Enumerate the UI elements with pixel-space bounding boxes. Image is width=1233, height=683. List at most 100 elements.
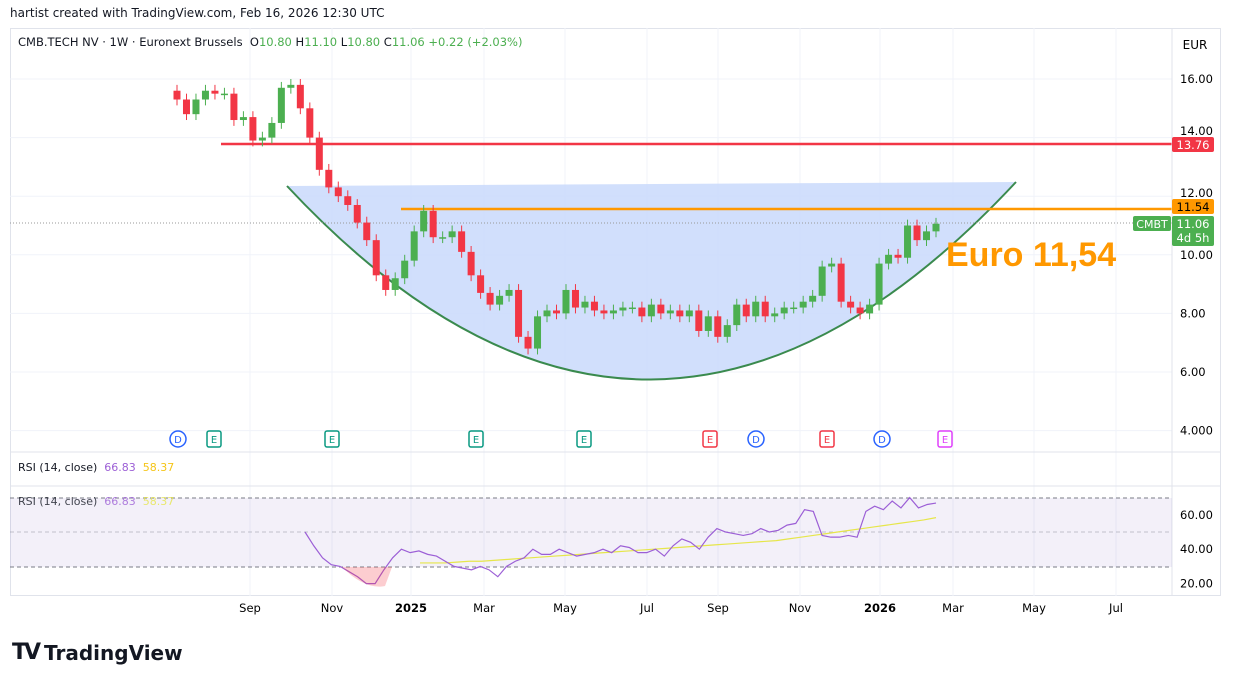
candle: [809, 295, 817, 302]
logo-text: TradingView: [44, 640, 183, 665]
event-letter: D: [878, 435, 886, 446]
candle: [173, 90, 181, 100]
symbol-legend[interactable]: CMB.TECH NV · 1W · Euronext Brussels O10…: [18, 35, 522, 49]
tradingview-logo[interactable]: TV TradingView: [12, 640, 183, 665]
event-marker-e[interactable]: E: [206, 430, 222, 448]
candle: [230, 93, 238, 121]
candle: [923, 231, 931, 241]
event-marker-e[interactable]: E: [819, 430, 835, 448]
candle: [723, 325, 731, 337]
open-label: O: [249, 35, 259, 49]
event-marker-e[interactable]: E: [468, 430, 484, 448]
earnings-icon: [324, 430, 340, 448]
event-marker-e[interactable]: E: [702, 430, 718, 448]
symbol-tag: [1133, 216, 1171, 231]
candle: [932, 223, 940, 232]
candle: [704, 316, 712, 331]
candle: [837, 263, 845, 302]
candle: [562, 289, 570, 314]
open-value: 10.80: [258, 35, 292, 49]
candle: [296, 84, 304, 109]
time-tick: Mar: [473, 601, 495, 615]
price-tick: 10.00: [1180, 248, 1213, 262]
rsi-oversold-fill: [342, 567, 392, 587]
time-axis[interactable]: Sep Nov 2025 Mar May Jul Sep Nov 2026 Mar May Jul: [239, 601, 1123, 615]
candle: [780, 307, 788, 314]
time-tick: Sep: [239, 601, 261, 615]
time-tick: May: [553, 601, 577, 615]
time-tick: Nov: [789, 601, 812, 615]
price-tick: 8.00: [1180, 306, 1206, 320]
event-marker-d[interactable]: D: [169, 430, 187, 448]
event-letter: E: [707, 435, 713, 446]
candle: [334, 187, 342, 197]
candle: [619, 307, 627, 311]
candle: [828, 263, 836, 267]
candle: [325, 169, 333, 188]
candle: [486, 292, 494, 305]
candle: [201, 90, 209, 100]
symbol-name: CMB.TECH NV · 1W · Euronext Brussels: [18, 35, 243, 49]
cup-shape[interactable]: [287, 182, 1016, 380]
candle: [628, 307, 636, 310]
event-marker-d[interactable]: D: [873, 430, 891, 448]
red-line-price: 13.76: [1177, 138, 1210, 152]
red-line-price-tag: [1172, 137, 1214, 152]
event-marker-d[interactable]: D: [747, 430, 765, 448]
rsi-tick: 40.00: [1180, 542, 1213, 556]
candle: [543, 310, 551, 317]
price-axis[interactable]: 16.00 14.00 12.00 10.00 8.00 6.00 4.000: [1180, 72, 1213, 438]
candle: [647, 304, 655, 317]
event-marker-e[interactable]: E: [937, 430, 953, 448]
candle: [315, 137, 323, 170]
earnings-icon: [937, 430, 953, 448]
candle: [505, 289, 513, 296]
candle: [856, 307, 864, 314]
rsi-ma-value-overlay: 58.37: [142, 495, 175, 508]
rsi-value-overlay: 66.83: [104, 495, 136, 508]
chart-frame: [10, 28, 1221, 596]
candle: [363, 222, 371, 241]
candle: [866, 304, 874, 314]
time-tick: Jul: [639, 601, 654, 615]
candle: [685, 310, 693, 317]
candle: [733, 304, 741, 326]
candles: [173, 79, 940, 355]
rsi-legend[interactable]: RSI (14, close) 66.83 58.37: [18, 461, 174, 474]
candle: [344, 196, 352, 205]
rsi-ma-value: 58.37: [142, 461, 175, 474]
candle: [477, 275, 485, 293]
rsi-tick: 60.00: [1180, 508, 1213, 522]
candle: [752, 301, 760, 317]
candle: [211, 90, 219, 94]
candle: [239, 117, 247, 121]
symbol-tag-text: CMBT: [1136, 218, 1168, 231]
price-annotation[interactable]: Euro 11,54: [946, 236, 1116, 274]
candle: [761, 301, 769, 317]
candle: [581, 301, 589, 308]
candle: [220, 93, 228, 96]
candle: [638, 307, 646, 317]
bar-countdown: 4d 5h: [1177, 231, 1210, 245]
currency-label[interactable]: EUR: [1183, 38, 1208, 52]
event-letter: E: [329, 435, 335, 446]
orange-line-price-tag: [1172, 199, 1214, 214]
time-tick: 2025: [395, 601, 427, 615]
event-marker-e[interactable]: E: [576, 430, 592, 448]
candle: [429, 210, 437, 238]
candle: [799, 301, 807, 308]
event-letter: D: [752, 435, 760, 446]
time-tick: 2026: [864, 601, 896, 615]
candle: [524, 336, 532, 349]
event-marker-e[interactable]: E: [324, 430, 340, 448]
candle: [790, 307, 798, 310]
rsi-axis[interactable]: 60.00 40.00 20.00: [1180, 508, 1213, 591]
candle: [818, 266, 826, 296]
candle: [590, 301, 598, 311]
last-price-tag: [1172, 216, 1214, 246]
candle: [553, 310, 560, 314]
candle: [885, 254, 893, 264]
candle: [458, 231, 466, 252]
